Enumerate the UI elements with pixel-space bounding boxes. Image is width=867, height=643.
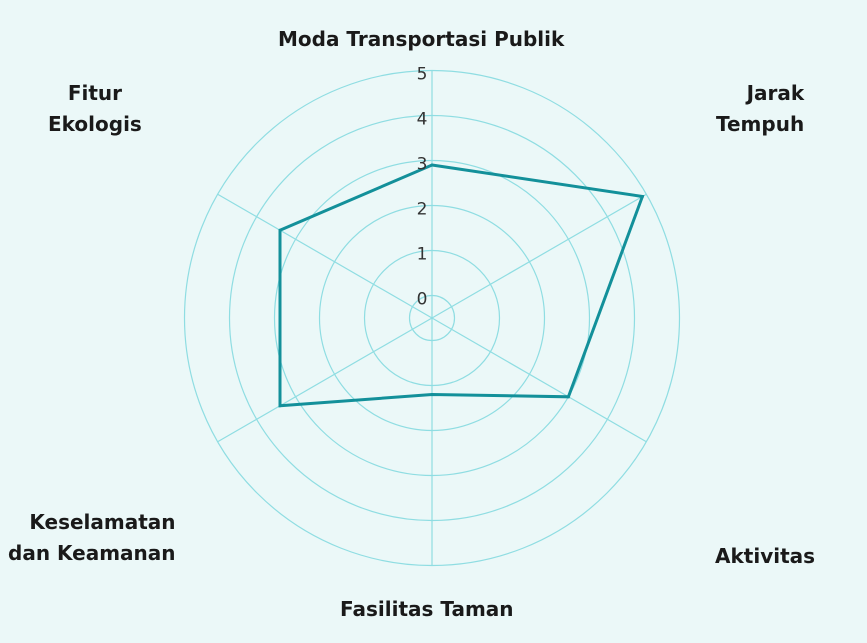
axis-label-line: Ekologis — [48, 112, 142, 136]
tick-label: 0 — [417, 290, 428, 310]
grid-spokes — [217, 70, 647, 566]
axis-label-line: Fasilitas Taman — [340, 597, 514, 621]
axis-label-jarak-tempuh: Jarak Tempuh — [716, 78, 804, 140]
data-point — [430, 393, 434, 396]
axis-label-line: Aktivitas — [715, 544, 816, 568]
axis-label-aktivitas: Aktivitas — [715, 541, 815, 572]
grid-spoke — [217, 317, 433, 443]
tick-label: 4 — [417, 110, 428, 130]
data-point — [278, 404, 282, 408]
tick-label: 5 — [417, 65, 428, 85]
axis-label-line: Tempuh — [716, 112, 805, 136]
axis-label-moda-transportasi-publik: Moda Transportasi Publik — [278, 24, 564, 55]
axis-label-line: Jarak — [746, 81, 805, 105]
data-point — [640, 195, 644, 198]
tick-label: 3 — [417, 155, 428, 175]
axis-label-fitur-ekologis: Fitur Ekologis — [48, 78, 142, 140]
data-point — [566, 395, 570, 399]
grid-spoke — [431, 193, 647, 319]
axis-label-fasilitas-taman: Fasilitas Taman — [340, 594, 514, 625]
axis-label-line: dan Keamanan — [8, 541, 176, 565]
series-layer — [278, 163, 645, 408]
tick-label: 2 — [417, 200, 428, 220]
series-polygon — [278, 163, 645, 408]
data-point — [430, 163, 434, 167]
axis-label-line: Moda Transportasi Publik — [278, 27, 565, 51]
axis-label-line: Keselamatan — [29, 510, 176, 534]
tick-label: 1 — [417, 245, 428, 265]
radial-ticks: 0 1 2 3 4 5 — [417, 65, 428, 310]
data-point — [278, 228, 282, 232]
grid-spoke — [217, 193, 433, 319]
grid-spoke — [431, 317, 647, 443]
axis-label-keselamatan-dan-keamanan: Keselamatan dan Keamanan — [8, 507, 176, 569]
axis-label-line: Fitur — [67, 81, 123, 105]
